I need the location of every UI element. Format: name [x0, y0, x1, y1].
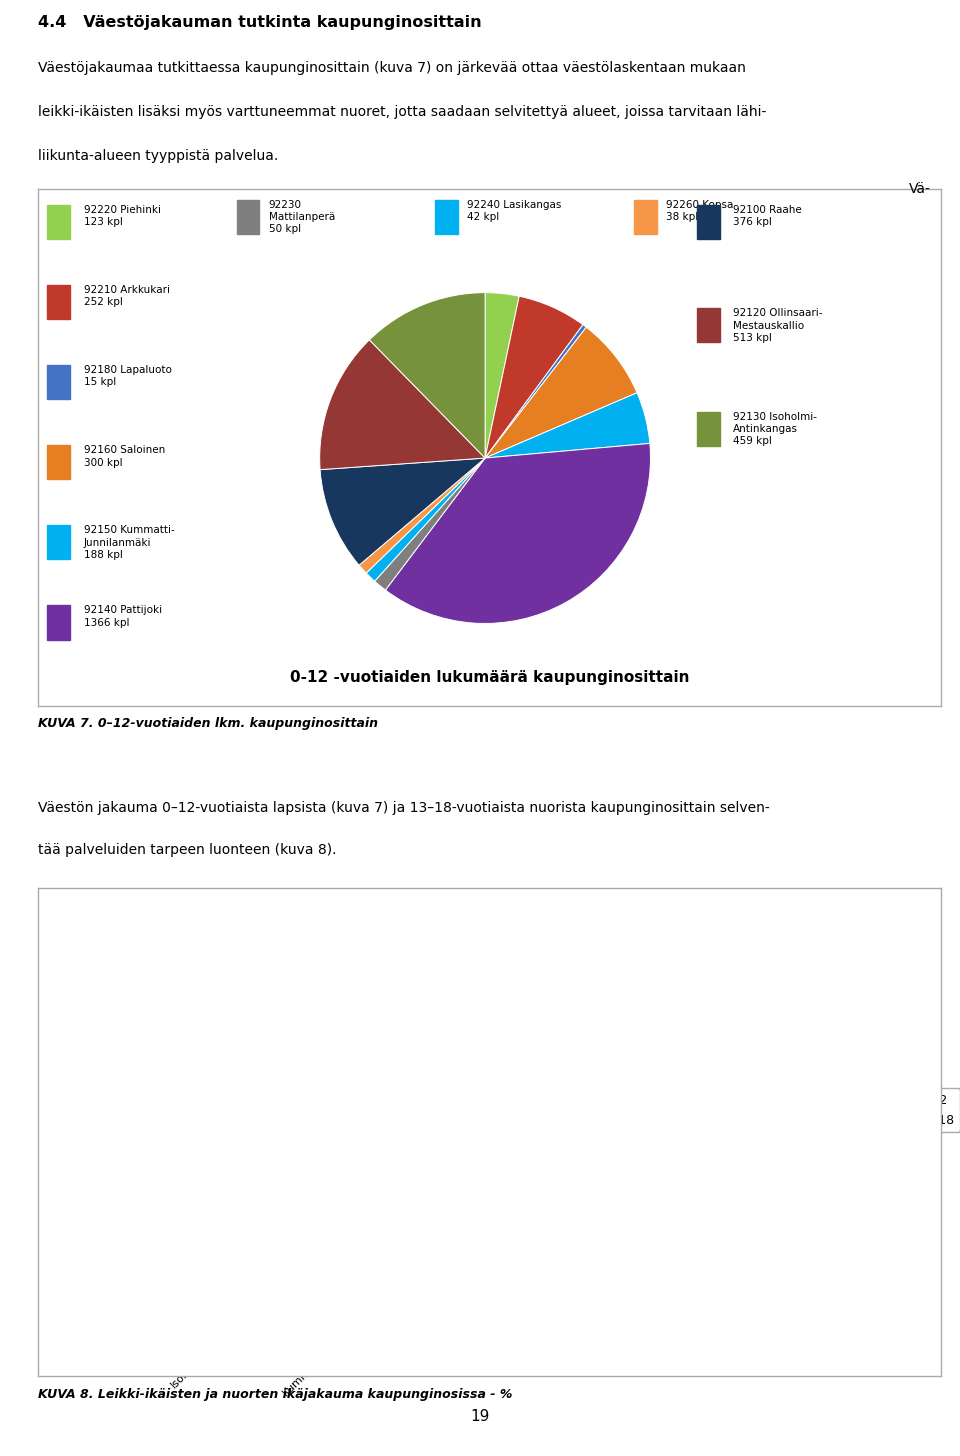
Wedge shape — [485, 328, 637, 459]
Bar — [659, 1051, 680, 1289]
Text: 92210 Arkkukari
252 kpl: 92210 Arkkukari 252 kpl — [84, 285, 170, 307]
Wedge shape — [485, 296, 583, 459]
Text: 92120 Ollinsaari-
Mestauskallio
513 kpl: 92120 Ollinsaari- Mestauskallio 513 kpl — [733, 309, 823, 344]
Bar — [779, 1127, 800, 1289]
Bar — [121, 1175, 141, 1289]
Bar — [47, 446, 70, 479]
Bar — [321, 1175, 342, 1289]
Bar — [47, 205, 70, 239]
Text: KUVA 7. 0–12-vuotiaiden lkm. kaupunginosittain: KUVA 7. 0–12-vuotiaiden lkm. kaupunginos… — [38, 718, 378, 731]
Text: Väestön jakauma 0–12-vuotiaista lapsista (kuva 7) ja 13–18-vuotiaista nuorista k: Väestön jakauma 0–12-vuotiaista lapsista… — [38, 801, 770, 815]
Bar — [360, 1143, 381, 1289]
Wedge shape — [370, 293, 485, 459]
Bar — [739, 1229, 760, 1289]
Bar — [441, 1203, 462, 1289]
Wedge shape — [386, 444, 651, 623]
Text: Vä-: Vä- — [909, 182, 931, 197]
Text: 92180 Lapaluoto
15 kpl: 92180 Lapaluoto 15 kpl — [84, 365, 172, 387]
Text: 92230
Mattilanperä
50 kpl: 92230 Mattilanperä 50 kpl — [269, 199, 335, 234]
Bar — [47, 526, 70, 559]
Wedge shape — [485, 293, 519, 459]
Text: 92220 Piehinki
123 kpl: 92220 Piehinki 123 kpl — [84, 205, 160, 227]
Wedge shape — [320, 339, 485, 470]
Bar — [47, 365, 70, 399]
Title: Ikäjakauma kaupunginosissa prosenteissa: Ikäjakauma kaupunginosissa prosenteissa — [289, 909, 652, 923]
Bar — [697, 309, 720, 342]
Bar — [261, 1197, 282, 1289]
Wedge shape — [366, 459, 485, 581]
Bar — [680, 1169, 701, 1289]
Text: 4.4   Väestöjakauman tutkinta kaupunginosittain: 4.4 Väestöjakauman tutkinta kaupunginosi… — [38, 15, 482, 29]
Bar — [540, 960, 560, 1289]
Bar — [599, 1093, 620, 1289]
Text: tää palveluiden tarpeen luonteen (kuva 8).: tää palveluiden tarpeen luonteen (kuva 8… — [38, 843, 337, 858]
Bar — [560, 1175, 581, 1289]
Bar — [237, 199, 259, 234]
Y-axis label: %: % — [53, 1096, 66, 1109]
Text: Väestöjakaumaa tutkittaessa kaupunginosittain (kuva 7) on järkevää ottaa väestöl: Väestöjakaumaa tutkittaessa kaupunginosi… — [38, 61, 746, 76]
Bar — [420, 1099, 441, 1289]
Text: 0-12 -vuotiaiden lukumäärä kaupunginosittain: 0-12 -vuotiaiden lukumäärä kaupunginosit… — [290, 670, 689, 686]
Text: 19: 19 — [470, 1409, 490, 1424]
Bar — [634, 199, 657, 234]
Text: 92100 Raahe
376 kpl: 92100 Raahe 376 kpl — [733, 205, 802, 227]
Text: leikki-ikäisten lisäksi myös varttuneemmat nuoret, jotta saadaan selvitettyä alu: leikki-ikäisten lisäksi myös varttuneemm… — [38, 105, 767, 119]
Wedge shape — [320, 459, 485, 565]
Bar — [381, 1213, 401, 1289]
Bar — [300, 1040, 321, 1289]
Text: 92150 Kummatti-
Junnilanmäki
188 kpl: 92150 Kummatti- Junnilanmäki 188 kpl — [84, 526, 175, 561]
Text: 92240 Lasikangas
42 kpl: 92240 Lasikangas 42 kpl — [467, 199, 562, 221]
Text: 92260 Kopsa
38 kpl: 92260 Kopsa 38 kpl — [665, 199, 732, 221]
Text: KUVA 8. Leikki-ikäisten ja nuorten ikäjakauma kaupunginosissa - %: KUVA 8. Leikki-ikäisten ja nuorten ikäja… — [38, 1388, 513, 1401]
Bar — [697, 412, 720, 446]
Bar — [202, 1203, 222, 1289]
Bar — [47, 285, 70, 319]
Text: 92130 Isoholmi-
Antinkangas
459 kpl: 92130 Isoholmi- Antinkangas 459 kpl — [733, 412, 817, 447]
Bar — [620, 1181, 641, 1289]
Wedge shape — [485, 393, 650, 459]
Wedge shape — [374, 459, 485, 590]
Legend: 0-12, 13-18: 0-12, 13-18 — [889, 1089, 960, 1131]
Text: liikunta-alueen tyyppistä palvelua.: liikunta-alueen tyyppistä palvelua. — [38, 149, 278, 163]
Wedge shape — [359, 459, 485, 574]
Bar — [719, 1127, 739, 1289]
Bar — [47, 606, 70, 639]
Bar — [141, 1207, 162, 1289]
Bar — [436, 199, 458, 234]
Wedge shape — [485, 325, 587, 459]
Bar — [697, 205, 720, 239]
Bar — [479, 1181, 500, 1289]
Bar — [180, 1109, 202, 1289]
Bar — [500, 1235, 521, 1289]
Bar — [240, 1131, 261, 1289]
Text: 92140 Pattijoki
1366 kpl: 92140 Pattijoki 1366 kpl — [84, 606, 161, 628]
Bar — [800, 1229, 820, 1289]
Text: 92160 Saloinen
300 kpl: 92160 Saloinen 300 kpl — [84, 446, 165, 467]
